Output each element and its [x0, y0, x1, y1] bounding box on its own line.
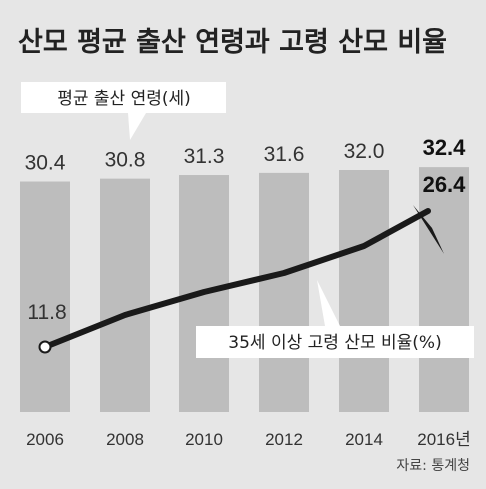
- bar-2008: [100, 178, 150, 412]
- x-tick-label: 2010: [185, 430, 223, 449]
- callout-line-box: [196, 280, 474, 358]
- bar-2016년: [419, 167, 469, 412]
- bar-group: 30.4 30.8 31.3 31.6 32.0 32.4: [20, 135, 469, 412]
- bar-2014: [339, 170, 389, 412]
- bar-value-label: 30.8: [105, 149, 146, 172]
- x-tick-label: 2012: [265, 430, 303, 449]
- bar-2012: [259, 172, 309, 412]
- bar-value-label: 32.4: [423, 135, 467, 160]
- line-series-path: [42, 208, 431, 350]
- bar-value-label: 30.4: [25, 152, 66, 175]
- bar-value-label: 32.0: [344, 140, 385, 163]
- bar-value-label: 31.6: [264, 143, 305, 166]
- chart-title: 산모 평균 출산 연령과 고령 산모 비율: [18, 27, 447, 58]
- x-tick-label: 2016년: [417, 430, 470, 449]
- x-tick-label: 2006: [26, 430, 64, 449]
- x-tick-label: 2008: [106, 430, 144, 449]
- line-end-label: 26.4: [423, 172, 467, 197]
- callout-bar-box: [21, 82, 226, 140]
- callout-line-label: 35세 이상 고령 산모 비율(%): [228, 333, 441, 353]
- callout-bar-label: 평균 출산 연령(세): [57, 89, 191, 109]
- callout-group: 평균 출산 연령(세) 35세 이상 고령 산모 비율(%): [21, 82, 474, 358]
- bar-2006: [20, 181, 70, 412]
- line-arrowhead: [413, 205, 444, 254]
- bar-value-label: 31.3: [184, 145, 225, 168]
- source-note: 자료: 통계청: [396, 458, 470, 474]
- line-start-label: 11.8: [27, 301, 66, 324]
- line-group: 11.8 26.4: [27, 172, 467, 354]
- line-start-point: [38, 340, 52, 354]
- x-tick-label: 2014: [345, 430, 383, 449]
- x-axis-ticks: 2006 2008 2010 2012 2014 2016년: [26, 430, 471, 449]
